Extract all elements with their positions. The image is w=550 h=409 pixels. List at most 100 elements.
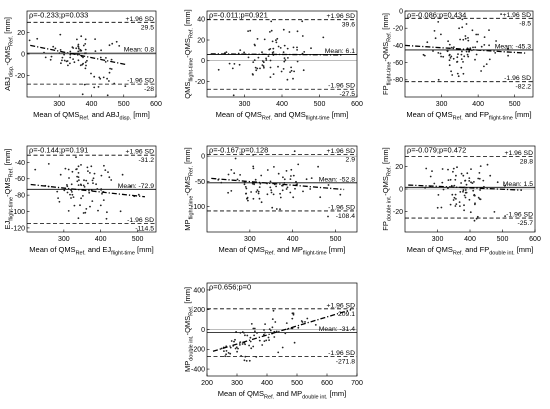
data-point bbox=[297, 163, 300, 166]
data-point bbox=[75, 53, 77, 55]
data-point bbox=[262, 65, 265, 68]
data-point bbox=[256, 189, 259, 192]
data-point bbox=[257, 192, 260, 195]
data-point bbox=[279, 47, 282, 49]
data-point bbox=[301, 35, 304, 37]
data-point bbox=[314, 324, 317, 326]
data-point bbox=[252, 167, 255, 170]
data-point bbox=[61, 59, 63, 62]
correlation-stats: ρ=-0.011;p=0.921 bbox=[209, 11, 268, 20]
data-point bbox=[289, 191, 292, 194]
data-point bbox=[449, 57, 452, 59]
x-axis-label: Mean of QMSRef. and QMSflight-time [mm] bbox=[216, 110, 349, 122]
data-point bbox=[105, 57, 107, 59]
y-tick-label: 20 bbox=[395, 164, 403, 171]
data-point bbox=[285, 322, 288, 324]
y-axis-label: FPflight-time-QMSRef. [mm] bbox=[381, 13, 393, 95]
data-point bbox=[230, 169, 233, 171]
data-point bbox=[459, 38, 461, 41]
data-point bbox=[453, 196, 456, 199]
data-point bbox=[227, 352, 230, 354]
data-point bbox=[459, 191, 462, 193]
data-point bbox=[106, 94, 109, 97]
data-point bbox=[442, 188, 445, 191]
data-point bbox=[220, 181, 223, 184]
data-point bbox=[457, 75, 460, 78]
data-point bbox=[245, 192, 248, 195]
data-point bbox=[271, 206, 274, 209]
data-point bbox=[108, 176, 111, 179]
data-point bbox=[254, 330, 256, 333]
data-point bbox=[239, 174, 242, 176]
data-point bbox=[464, 191, 467, 194]
data-point bbox=[459, 205, 461, 208]
data-point bbox=[306, 317, 309, 320]
data-point bbox=[110, 179, 113, 181]
data-point bbox=[281, 346, 284, 349]
regression-line bbox=[408, 184, 523, 191]
mean-label: Mean: -52.8 bbox=[319, 176, 355, 183]
mean-label: Mean: 0.8 bbox=[124, 47, 154, 54]
data-point bbox=[454, 178, 457, 181]
data-point bbox=[447, 168, 449, 171]
data-point bbox=[255, 191, 258, 193]
data-point bbox=[94, 50, 97, 52]
data-point bbox=[470, 168, 472, 171]
lower-sd-label: -1.96 SD bbox=[127, 217, 154, 224]
data-point bbox=[252, 154, 255, 156]
data-point bbox=[469, 47, 472, 50]
y-axis-label: ABJdisp.-QMSRef. [mm] bbox=[3, 17, 15, 91]
data-point bbox=[482, 179, 485, 182]
data-point bbox=[253, 327, 256, 330]
data-point bbox=[61, 56, 64, 59]
data-point bbox=[441, 168, 444, 170]
data-point bbox=[293, 341, 296, 344]
data-point bbox=[240, 355, 243, 357]
data-point bbox=[327, 215, 329, 218]
data-point bbox=[66, 184, 68, 186]
data-point bbox=[507, 54, 509, 57]
y-tick-label: 0 bbox=[201, 327, 205, 334]
data-point bbox=[77, 47, 80, 50]
data-point bbox=[235, 346, 238, 349]
data-point bbox=[255, 69, 258, 72]
points bbox=[217, 150, 342, 218]
data-point bbox=[429, 175, 432, 178]
data-point bbox=[260, 174, 263, 177]
data-point bbox=[293, 150, 296, 153]
data-point bbox=[253, 43, 256, 46]
data-point bbox=[236, 350, 239, 353]
data-point bbox=[244, 186, 247, 188]
x-tick-label: 600 bbox=[150, 101, 162, 108]
data-point bbox=[456, 72, 459, 75]
data-point bbox=[504, 184, 506, 187]
data-point bbox=[75, 168, 77, 171]
data-point bbox=[259, 67, 261, 70]
data-point bbox=[265, 57, 267, 60]
upper-sd-label: +1.96 SD bbox=[502, 12, 531, 19]
lower-sd-value: -114.5 bbox=[135, 225, 154, 232]
data-point bbox=[44, 56, 47, 59]
data-point bbox=[250, 323, 253, 325]
lower-sd-label: -1.96 SD bbox=[328, 204, 355, 211]
x-tick-label: 500 bbox=[118, 101, 130, 108]
data-point bbox=[277, 351, 280, 354]
data-point bbox=[466, 53, 469, 56]
correlation-stats: ρ=-0.167;p=0.128 bbox=[209, 146, 268, 155]
data-point bbox=[289, 178, 292, 181]
data-point bbox=[47, 163, 50, 165]
data-point bbox=[107, 171, 109, 174]
data-point bbox=[253, 183, 256, 186]
x-tick-label: 600 bbox=[321, 380, 333, 387]
data-point bbox=[289, 71, 291, 73]
data-point bbox=[87, 170, 89, 173]
data-point bbox=[495, 40, 497, 42]
data-point bbox=[474, 58, 476, 61]
lower-sd-label: -1.96 SD bbox=[504, 75, 531, 82]
data-point bbox=[270, 20, 273, 23]
data-point bbox=[80, 184, 83, 187]
data-point bbox=[108, 71, 111, 74]
data-point bbox=[235, 331, 238, 333]
data-point bbox=[256, 67, 259, 70]
